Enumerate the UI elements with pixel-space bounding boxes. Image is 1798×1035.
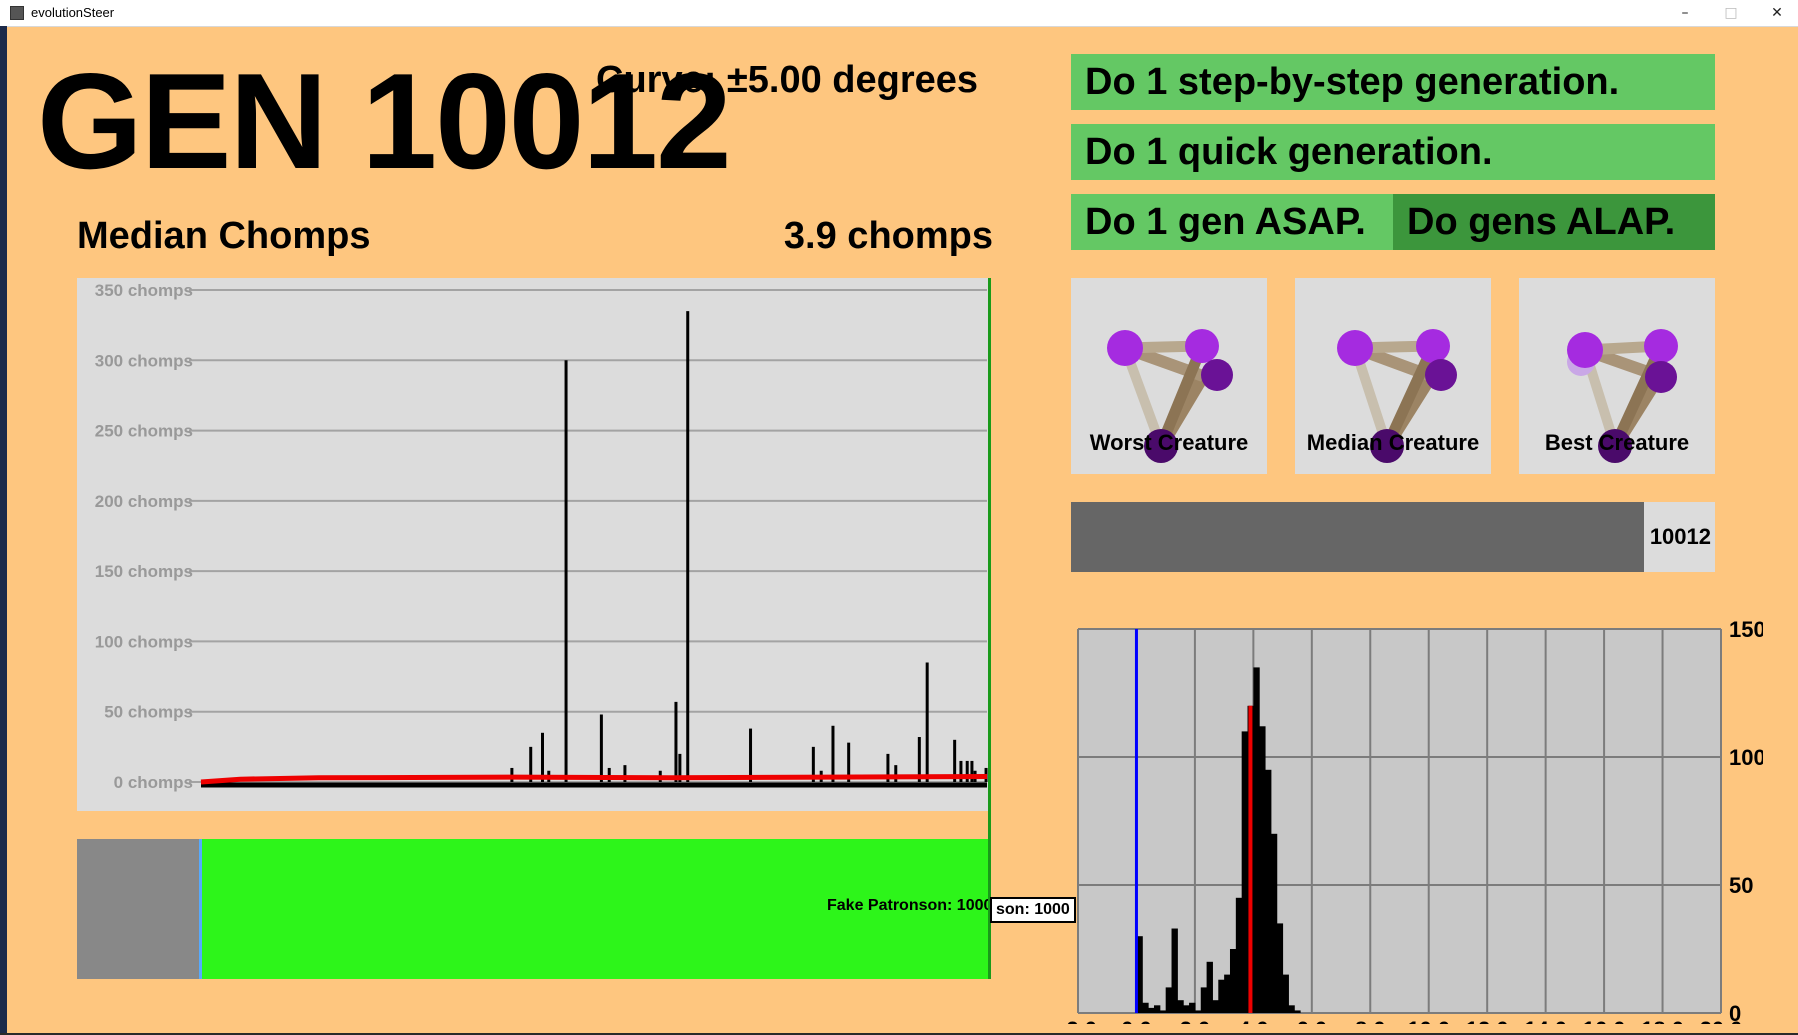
hover-tooltip: son: 1000 — [990, 897, 1076, 923]
generation-title: GEN 10012 — [37, 45, 732, 197]
y-tick-label: 50 — [1729, 873, 1753, 898]
y-tick-label: 0 chomps — [114, 773, 193, 792]
histogram-bar — [1136, 936, 1143, 1013]
histogram-bar — [1224, 974, 1231, 1013]
x-tick-label: 2.0 — [1180, 1017, 1211, 1024]
bottom-edge — [0, 1033, 1798, 1035]
x-tick-label: 6.0 — [1297, 1017, 1328, 1024]
gens-alap-button[interactable]: Do gens ALAP. — [1393, 194, 1715, 250]
histogram-bar — [1276, 923, 1284, 1013]
histogram-bar — [1282, 974, 1289, 1013]
species-band — [199, 839, 990, 979]
y-tick-label: 250 chomps — [95, 422, 193, 441]
scrubber-cursor[interactable] — [988, 278, 991, 979]
progress-value: 10012 — [1649, 524, 1711, 549]
x-tick-label: 16.0 — [1583, 1017, 1626, 1024]
x-tick-label: 14.0 — [1524, 1017, 1567, 1024]
quick-generation-button[interactable]: Do 1 quick generation. — [1071, 124, 1715, 180]
y-tick-label: 350 chomps — [95, 281, 193, 300]
creature-label: Median Creature — [1306, 430, 1480, 455]
y-tick-label: 0 — [1729, 1001, 1741, 1024]
plot-background — [1078, 629, 1721, 1013]
y-tick-label: 100 chomps — [95, 632, 193, 651]
median-line — [200, 774, 988, 785]
histogram-bar — [1159, 1010, 1167, 1013]
histogram-bar — [1265, 769, 1272, 1013]
progress-fill — [1071, 502, 1645, 572]
median-chomps-value: 3.9 chomps — [783, 215, 993, 257]
histogram-bar — [1165, 987, 1173, 1013]
histogram-bar — [1229, 949, 1237, 1013]
species-label: Fake Patronson: 1000 — [827, 897, 993, 914]
y-tick-label: 150 chomps — [95, 562, 193, 581]
median-chomps-label: Median Chomps — [77, 215, 371, 257]
y-tick-label: 50 chomps — [104, 703, 193, 722]
creature-label: Best Creature — [1544, 430, 1690, 455]
desktop-edge — [0, 26, 7, 1035]
histogram-bar — [1142, 1002, 1149, 1013]
generation-scrubber[interactable] — [77, 839, 990, 979]
best-creature-card[interactable]: Best Creature — [1519, 278, 1715, 474]
creature-label: Worst Creature — [1089, 430, 1249, 455]
generation-progress: 10012 — [1071, 502, 1715, 572]
histogram-bar — [1177, 1000, 1184, 1013]
creature-icon — [1567, 329, 1678, 463]
histogram-bar — [1241, 731, 1249, 1013]
maximize-icon[interactable]: □ — [1724, 5, 1738, 21]
x-tick-label: 12.0 — [1466, 1017, 1509, 1024]
app-canvas: Curve: ±5.00 degrees GEN 10012 Median Ch… — [7, 27, 1798, 1033]
chomps-histogram: -2.0 0.0 2.0 4.0 6.0 8.0 10.0 12.0 14.0 16.0 18.0 2… — [1059, 617, 1763, 1024]
window-titlebar: evolutionSteer – □ ✕ — [0, 0, 1798, 27]
median-creature-card[interactable]: Median Creature — [1295, 278, 1491, 474]
worst-creature-card[interactable]: Worst Creature — [1071, 278, 1267, 474]
histogram-bar — [1148, 1007, 1155, 1013]
plot-background — [77, 278, 990, 811]
histogram-bar — [1259, 726, 1266, 1013]
histogram-bar — [1200, 987, 1208, 1013]
x-tick-label: 20.0 — [1700, 1017, 1743, 1024]
chomps-history-chart: 0 chomps 50 chomps 100 chomps 150 chomps 200… — [77, 278, 990, 811]
histogram-bar — [1171, 928, 1178, 1013]
histogram-bar — [1270, 833, 1278, 1013]
gen-asap-button[interactable]: Do 1 gen ASAP. — [1071, 194, 1393, 250]
y-tick-label: 150 — [1729, 617, 1763, 642]
step-by-step-button[interactable]: Do 1 step-by-step generation. — [1071, 54, 1715, 110]
histogram-bar — [1218, 979, 1225, 1013]
x-tick-label: 8.0 — [1355, 1017, 1386, 1024]
x-tick-label: 0.0 — [1121, 1017, 1152, 1024]
histogram-bar — [1288, 1005, 1295, 1013]
minimize-icon[interactable]: – — [1681, 5, 1689, 21]
y-tick-label: 300 chomps — [95, 351, 193, 370]
y-tick-label: 100 — [1729, 745, 1763, 770]
x-tick-label: 10.0 — [1407, 1017, 1450, 1024]
x-tick-label: 4.0 — [1238, 1017, 1269, 1024]
curve-label: Curve: ±5.00 degrees — [596, 59, 979, 101]
histogram-bar — [1183, 1005, 1190, 1013]
histogram-bar — [1194, 1010, 1202, 1013]
x-tick-label: 18.0 — [1641, 1017, 1684, 1024]
histogram-bar — [1206, 961, 1213, 1013]
histogram-bar — [1153, 1005, 1161, 1013]
histogram-bar — [1253, 667, 1260, 1013]
creature-icon — [1337, 329, 1457, 463]
close-icon[interactable]: ✕ — [1771, 5, 1783, 21]
y-tick-label: 200 chomps — [95, 492, 193, 511]
x-tick-label: -2.0 — [1059, 1017, 1097, 1024]
histogram-bar — [1235, 897, 1243, 1013]
histogram-bar — [1212, 1000, 1219, 1013]
window-title: evolutionSteer — [31, 5, 115, 20]
histogram-bar — [1294, 1010, 1301, 1013]
app-icon — [10, 6, 24, 20]
histogram-bar — [1189, 1002, 1196, 1013]
creature-icon — [1107, 329, 1233, 463]
